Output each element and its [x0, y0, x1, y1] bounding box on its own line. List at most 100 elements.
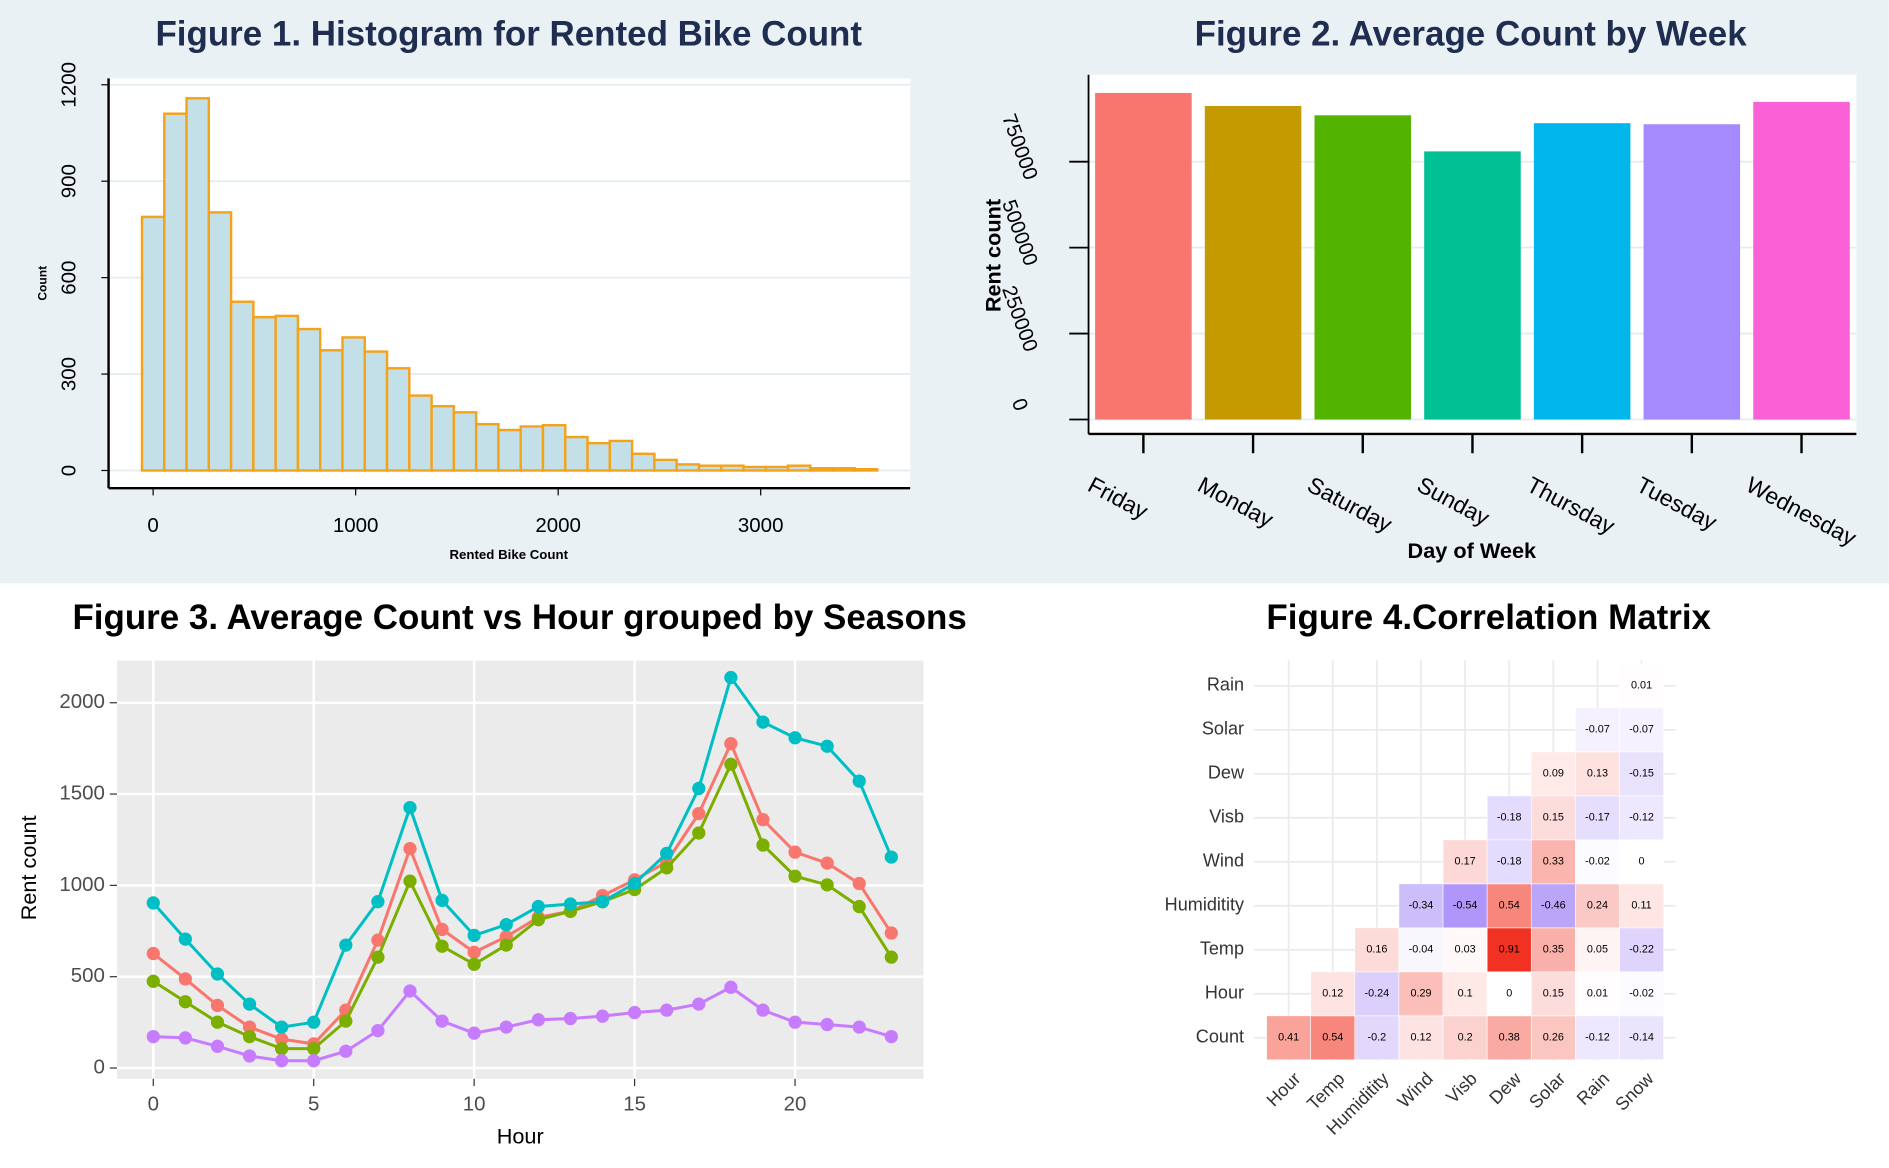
x-tick-label: 15 [623, 1093, 646, 1116]
x-axis-label: Rented Bike Count [449, 547, 568, 562]
histogram-bar [229, 300, 255, 472]
cell-label: 0.03 [1455, 944, 1476, 956]
histogram-bar [630, 452, 656, 472]
series-point [660, 846, 674, 861]
histogram-bar [742, 465, 767, 472]
series-point [210, 967, 225, 981]
histogram-bar [809, 467, 834, 472]
series-point [724, 737, 738, 751]
heatmap-cell [1619, 927, 1664, 973]
heatmap-cell [1530, 883, 1576, 929]
series-point [788, 869, 802, 883]
row-label: Dew [1208, 763, 1245, 783]
heatmap-cell [1530, 839, 1576, 885]
column-label: Rain [1573, 1068, 1613, 1108]
chart-title: Figure 4.Correlation Matrix [1266, 598, 1711, 637]
series-point [660, 1003, 674, 1017]
histogram-bar [497, 428, 522, 472]
series-point [467, 928, 481, 943]
series-point [692, 826, 706, 840]
cell-label: -0.54 [1453, 900, 1478, 912]
cell-label: 0.24 [1587, 900, 1608, 912]
bar [1424, 151, 1521, 420]
column-label: Visb [1442, 1068, 1481, 1107]
heatmap-cell [1442, 883, 1488, 929]
series-point [595, 1009, 610, 1023]
bar [1753, 101, 1850, 420]
series-point [499, 1020, 513, 1034]
cell-label: 0.35 [1543, 944, 1564, 956]
series-point [178, 1031, 192, 1045]
histogram-bar [207, 211, 233, 472]
series-point [627, 876, 642, 891]
histogram-bar [252, 315, 277, 472]
histogram-bar [341, 336, 366, 472]
column-label: Wind [1394, 1068, 1437, 1111]
plot-panel [117, 660, 924, 1079]
x-tick-label: 3000 [738, 514, 784, 537]
series-point [756, 715, 770, 729]
bar [1314, 115, 1412, 420]
row-label: Solar [1202, 719, 1244, 739]
heatmap-cell [1619, 795, 1664, 841]
cell-label: 0.38 [1499, 1032, 1520, 1044]
series-point [371, 1023, 385, 1038]
series-point [275, 1020, 289, 1034]
cell-label: -0.02 [1629, 988, 1654, 1000]
heatmap-cell [1486, 1015, 1532, 1061]
series-point [146, 974, 160, 988]
cell-label: 0.11 [1631, 900, 1651, 912]
histogram-bar [786, 464, 812, 472]
y-tick-label: 1500 [59, 781, 105, 804]
cell-label: 0.13 [1587, 768, 1608, 780]
heatmap-cell [1310, 971, 1356, 1017]
cell-label: 0.12 [1410, 1032, 1431, 1044]
heatmap-cell [1575, 971, 1620, 1017]
series-point [884, 850, 898, 864]
histogram-bar [764, 465, 790, 472]
histogram-bar [608, 439, 634, 472]
series-point [242, 1049, 257, 1063]
series-point [788, 731, 802, 745]
heatmap-cell [1575, 883, 1620, 929]
y-axis-label: Rent count [16, 815, 41, 920]
cell-label: -0.46 [1541, 900, 1566, 912]
series-point [788, 1015, 802, 1029]
column-label: Solar [1525, 1068, 1569, 1112]
series-point [852, 899, 866, 914]
x-tick-label: 0 [148, 1093, 159, 1116]
histogram-bar [385, 367, 411, 472]
x-tick-label: 10 [463, 1093, 486, 1116]
heatmap-cell [1486, 883, 1532, 929]
cell-label: -0.17 [1585, 812, 1610, 824]
x-tick-label: 1000 [333, 514, 379, 537]
bar [1204, 106, 1302, 420]
series-point [627, 1005, 642, 1020]
series-point [724, 670, 738, 685]
cell-label: 0 [1639, 856, 1645, 868]
heatmap-cell [1486, 795, 1532, 841]
series-point [275, 1032, 289, 1046]
series-point [467, 945, 481, 959]
series-point [820, 878, 834, 892]
x-tick-label: 2000 [535, 514, 581, 537]
cell-label: 0.41 [1278, 1032, 1299, 1044]
y-tick-label: 0 [57, 465, 80, 476]
series-point [435, 922, 449, 937]
series-point [852, 774, 866, 788]
series-point [307, 1015, 321, 1029]
series-point [660, 861, 674, 875]
x-tick-label: 5 [308, 1093, 319, 1116]
series-point [563, 1011, 578, 1026]
series-point [692, 781, 706, 796]
y-tick-label: 500 [71, 964, 105, 987]
series-point [403, 984, 417, 998]
series-point [339, 938, 353, 952]
series-point [756, 838, 770, 852]
chart-title: Figure 3. Average Count vs Hour grouped … [72, 598, 966, 637]
series-point [178, 972, 192, 986]
y-tick-label: 600 [57, 261, 80, 295]
cell-label: 0.33 [1543, 856, 1564, 868]
series-point [210, 1015, 225, 1029]
